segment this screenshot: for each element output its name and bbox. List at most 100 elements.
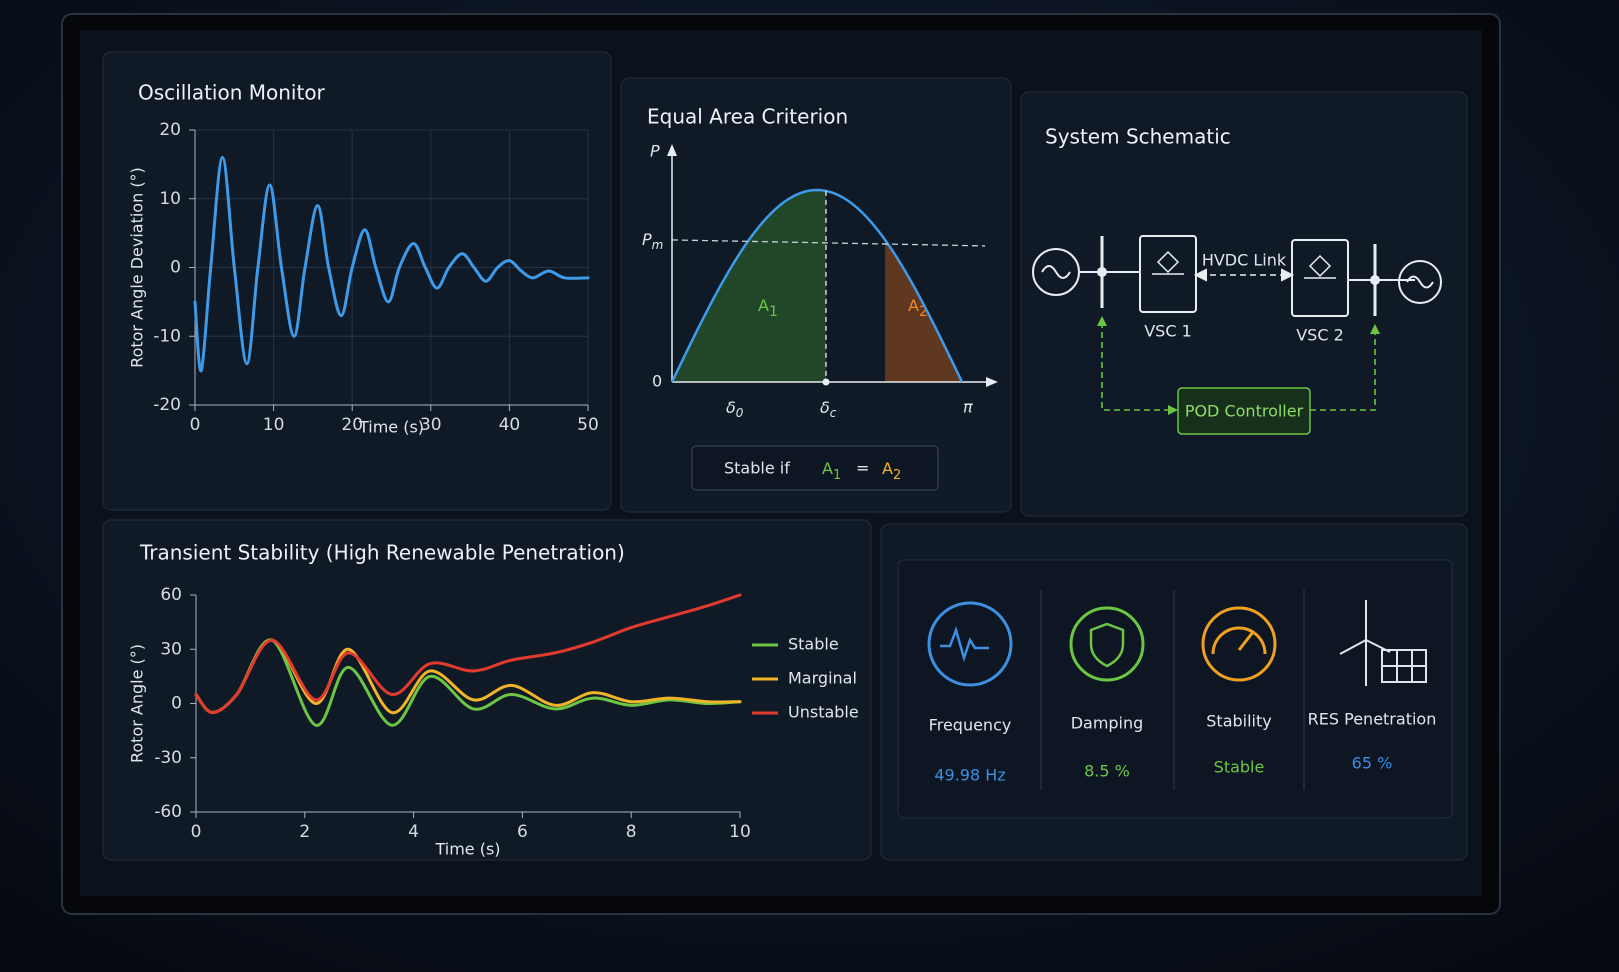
condition-box <box>691 445 939 491</box>
x-tick-label: 2 <box>299 822 310 842</box>
panel <box>1020 91 1468 517</box>
metric-value: Stable <box>1214 758 1265 777</box>
zero-label: 0 <box>652 372 662 391</box>
x-tick-label: 50 <box>577 415 599 435</box>
sine-icon <box>1041 265 1071 279</box>
label-sub: m <box>652 238 664 252</box>
res-icon <box>1339 600 1427 686</box>
arrow <box>1281 268 1295 282</box>
label-sub: c <box>830 406 837 420</box>
area-region <box>885 239 962 382</box>
arrow <box>1097 316 1107 326</box>
x-axis-label: Time (s) <box>358 418 424 437</box>
x-tick-label: 0 <box>191 822 202 842</box>
legend-label: Stable <box>788 635 839 654</box>
metric-value: 65 % <box>1352 754 1393 773</box>
panel-title: System Schematic <box>1045 125 1231 149</box>
controller-box <box>1177 387 1311 435</box>
label-base: A <box>908 296 919 315</box>
metrics <box>897 559 1453 819</box>
arrow <box>1168 405 1178 415</box>
data-line <box>194 593 742 715</box>
schematic: System Schematic HVDC Link VSC 1 VSC 2 P… <box>1032 125 1442 435</box>
converter-icon <box>1152 250 1184 275</box>
node-label: POD Controller <box>1185 402 1304 421</box>
condition-term: A2 <box>882 459 901 483</box>
y-axis-label: Rotor Angle Deviation (°) <box>128 167 147 368</box>
y-tick-label: 0 <box>170 258 181 278</box>
area-label: A2 <box>908 296 928 321</box>
x-tick-label: 6 <box>517 822 528 842</box>
y-tick-label: -20 <box>153 395 181 415</box>
label-base: A <box>822 459 833 478</box>
frequency-icon <box>927 601 1013 687</box>
label-sub: 2 <box>919 304 928 320</box>
node <box>1097 267 1107 277</box>
chart-title: Transient Stability (High Renewable Pene… <box>139 541 625 565</box>
label-base: P <box>642 230 652 249</box>
condition-term: A1 <box>822 459 841 483</box>
equal-area-diagram: Equal Area Criterion P Pm 0 δ0 δc π A1 A… <box>642 105 998 491</box>
label-sub: 2 <box>893 468 901 483</box>
power-curve <box>670 188 964 383</box>
y-axis-label: Rotor Angle (°) <box>128 644 147 763</box>
x-tick-label: 8 <box>626 822 637 842</box>
stability-icon <box>1201 606 1277 682</box>
y-tick-label: 30 <box>160 639 182 659</box>
condition-text: Stable if <box>724 459 790 478</box>
label-base: δ <box>820 398 830 417</box>
deltac-label: δc <box>820 398 837 420</box>
pm-label: Pm <box>642 230 663 252</box>
converter-icon <box>1304 254 1336 279</box>
pm-line <box>671 239 986 247</box>
y-tick-label: -30 <box>154 748 182 768</box>
x-tick-label: 40 <box>499 415 521 435</box>
grid-source <box>1398 260 1442 304</box>
converter <box>1291 239 1349 317</box>
label-sub: 1 <box>833 468 841 483</box>
metric-label: Damping <box>1071 714 1144 733</box>
y-tick-label: -10 <box>153 326 181 346</box>
node-label: VSC 2 <box>1296 326 1344 345</box>
panel-title: Equal Area Criterion <box>647 105 848 129</box>
metric-label: Stability <box>1206 712 1271 731</box>
label-base: A <box>882 459 893 478</box>
gauge <box>1211 626 1267 655</box>
arrow <box>667 144 677 156</box>
pi-label: π <box>963 398 973 417</box>
label-base: δ <box>726 398 736 417</box>
chart-title: Oscillation Monitor <box>138 81 326 105</box>
x-tick-label: 10 <box>263 415 285 435</box>
delta0-label: δ0 <box>726 398 744 420</box>
arrow <box>1370 324 1380 334</box>
metric-value: 8.5 % <box>1084 762 1130 781</box>
arrow <box>986 377 998 387</box>
condition-eq: = <box>856 459 869 478</box>
panel <box>102 519 872 861</box>
metric-label: Frequency <box>929 716 1012 735</box>
x-tick-label: 20 <box>341 415 363 435</box>
x-tick-label: 4 <box>408 822 419 842</box>
y-tick-label: 60 <box>160 585 182 605</box>
legend-label: Unstable <box>788 703 859 722</box>
sine-icon <box>1406 275 1434 289</box>
panel <box>102 51 612 511</box>
area-label: A1 <box>758 296 778 321</box>
label-sub: 0 <box>736 406 744 420</box>
waveform <box>940 626 989 663</box>
link-label: HVDC Link <box>1202 251 1287 270</box>
control-path <box>1101 322 1376 411</box>
metric-label: RES Penetration <box>1308 710 1437 729</box>
shield <box>1089 622 1125 668</box>
x-tick-label: 0 <box>190 415 201 435</box>
label-base: A <box>758 296 769 315</box>
metric-value: 49.98 Hz <box>934 766 1005 785</box>
axis-label: P <box>650 142 660 161</box>
x-tick-label: 10 <box>729 822 751 842</box>
point <box>822 378 830 386</box>
damping-icon <box>1069 606 1145 682</box>
label-sub: 1 <box>769 304 778 320</box>
y-tick-label: 20 <box>159 120 181 140</box>
node <box>1370 275 1380 285</box>
node-label: VSC 1 <box>1144 322 1192 341</box>
